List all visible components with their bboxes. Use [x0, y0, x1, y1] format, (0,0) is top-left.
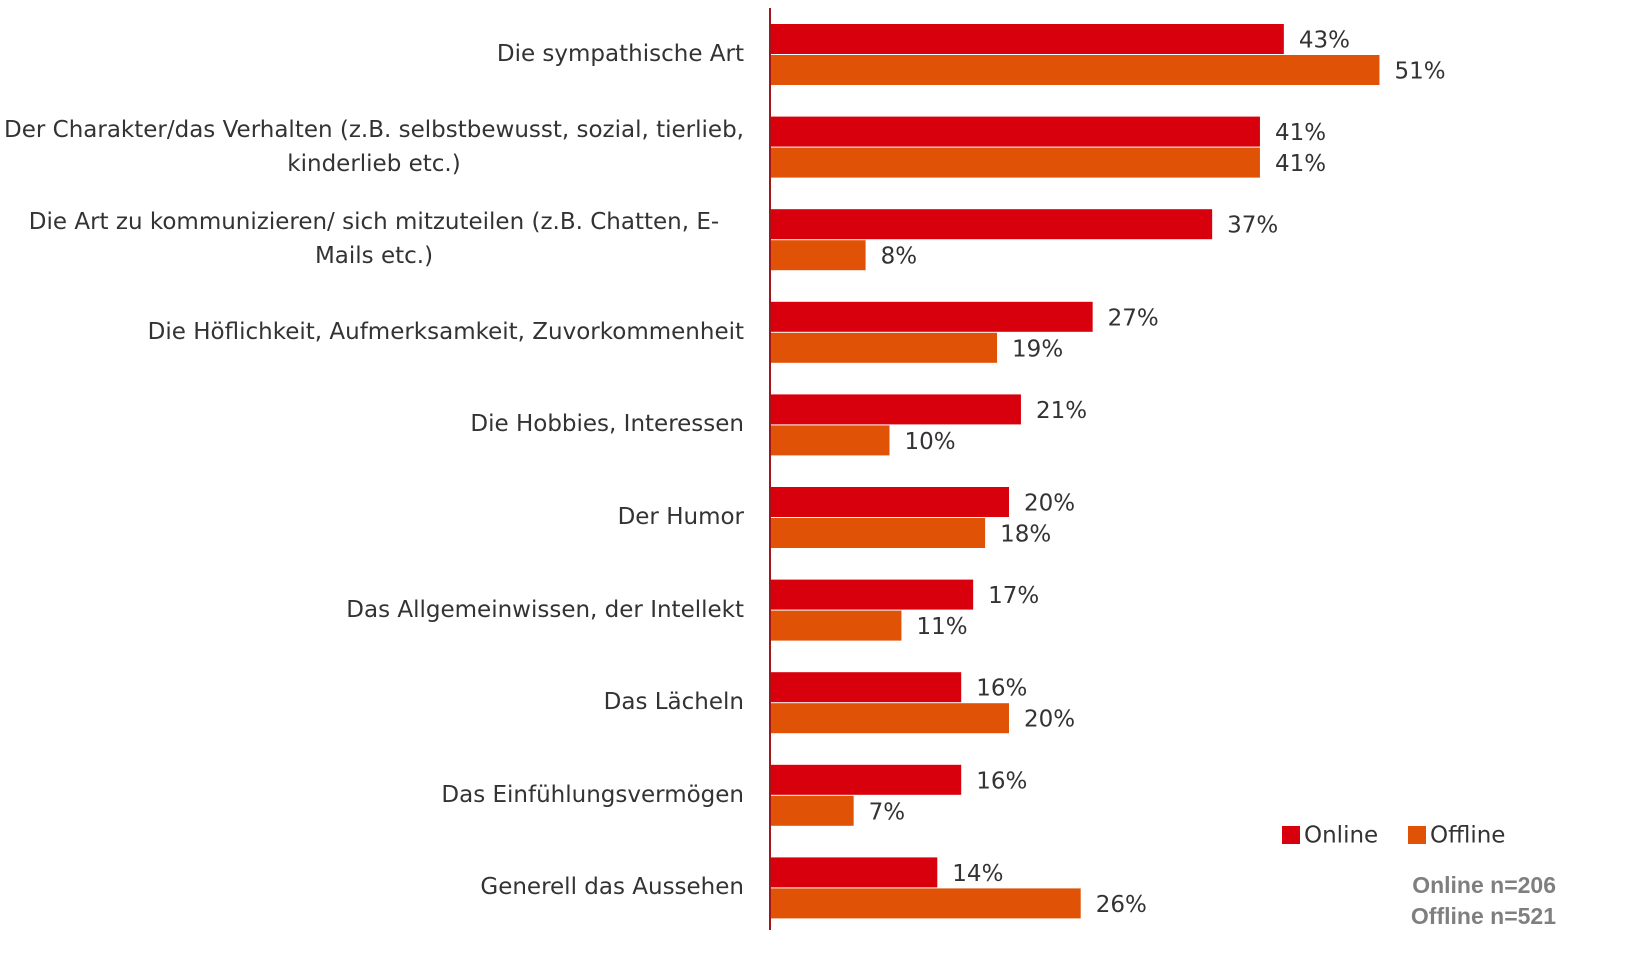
category-label: Der Humor	[4, 477, 744, 557]
bar	[770, 795, 854, 826]
bar	[770, 116, 1260, 147]
value-label: 37%	[1227, 213, 1278, 239]
bar	[770, 857, 938, 888]
bar	[770, 579, 974, 610]
category-label-text: Die Hobbies, Interessen	[470, 411, 744, 438]
bar	[770, 672, 962, 703]
value-label: 18%	[1000, 522, 1051, 548]
sample-note-text: Online n=206	[1412, 872, 1556, 898]
bar	[770, 518, 986, 548]
category-label-text: Die sympathische Art	[496, 41, 744, 67]
category-label-text: Das Lächeln	[603, 689, 744, 716]
bar	[770, 332, 998, 363]
sample-note: Online n=206	[1412, 872, 1556, 899]
bar	[770, 301, 1093, 332]
category-label: Die Höflichkeit, Aufmerksamkeit, Zuvorko…	[4, 292, 744, 372]
category-label: Der Charakter/das Verhalten (z.B. selbst…	[4, 107, 744, 187]
value-label: 17%	[988, 583, 1039, 609]
category-label-text: Der Humor	[617, 504, 744, 530]
value-label: 14%	[952, 861, 1003, 887]
bar	[770, 24, 1284, 54]
category-label-text: Generell das Aussehen	[480, 874, 744, 901]
category-label-text: Das Einfühlungsvermögen	[441, 781, 744, 808]
value-label: 10%	[905, 429, 956, 455]
bar	[770, 425, 890, 456]
value-label: 41%	[1275, 120, 1326, 146]
bar	[770, 610, 902, 641]
bar	[770, 240, 866, 271]
legend-swatch	[1282, 826, 1300, 844]
category-label-text: Die Art zu kommunizieren/ sich mitzuteil…	[28, 209, 720, 270]
bar	[770, 394, 1021, 425]
category-label-text: Der Charakter/das Verhalten (z.B. selbst…	[4, 116, 744, 177]
bar	[770, 764, 962, 795]
value-label: 43%	[1299, 28, 1350, 54]
bar	[770, 209, 1213, 240]
legend-label: Online	[1304, 823, 1378, 849]
bar	[770, 487, 1009, 517]
category-label-text: Das Allgemeinwissen, der Intellekt	[346, 596, 744, 623]
legend-label: Offline	[1430, 823, 1505, 849]
value-label: 20%	[1024, 491, 1075, 517]
bar	[770, 147, 1260, 178]
sample-note: Offline n=521	[1411, 903, 1556, 930]
bar	[770, 703, 1009, 734]
category-label-text: Die Höflichkeit, Aufmerksamkeit, Zuvorko…	[147, 318, 744, 345]
category-label: Das Lächeln	[4, 662, 744, 742]
value-label: 20%	[1024, 707, 1075, 733]
value-label: 16%	[976, 768, 1027, 794]
bar	[770, 55, 1380, 85]
value-label: 8%	[881, 244, 918, 270]
category-label: Die Art zu kommunizieren/ sich mitzuteil…	[4, 199, 744, 279]
category-label: Generell das Aussehen	[4, 847, 744, 927]
bar	[770, 888, 1081, 919]
value-label: 26%	[1096, 892, 1147, 918]
value-label: 7%	[869, 799, 906, 825]
value-label: 27%	[1108, 305, 1159, 331]
value-label: 51%	[1394, 59, 1445, 85]
category-label: Die sympathische Art	[4, 14, 744, 94]
category-label: Das Einfühlungsvermögen	[4, 755, 744, 835]
value-label: 41%	[1275, 151, 1326, 177]
value-label: 21%	[1036, 398, 1087, 424]
value-label: 11%	[916, 614, 967, 640]
sample-note-text: Offline n=521	[1410, 903, 1556, 929]
category-label: Das Allgemeinwissen, der Intellekt	[4, 570, 744, 650]
value-label: 19%	[1012, 336, 1063, 362]
legend-swatch	[1408, 826, 1426, 844]
value-label: 16%	[976, 676, 1027, 702]
category-label: Die Hobbies, Interessen	[4, 384, 744, 464]
